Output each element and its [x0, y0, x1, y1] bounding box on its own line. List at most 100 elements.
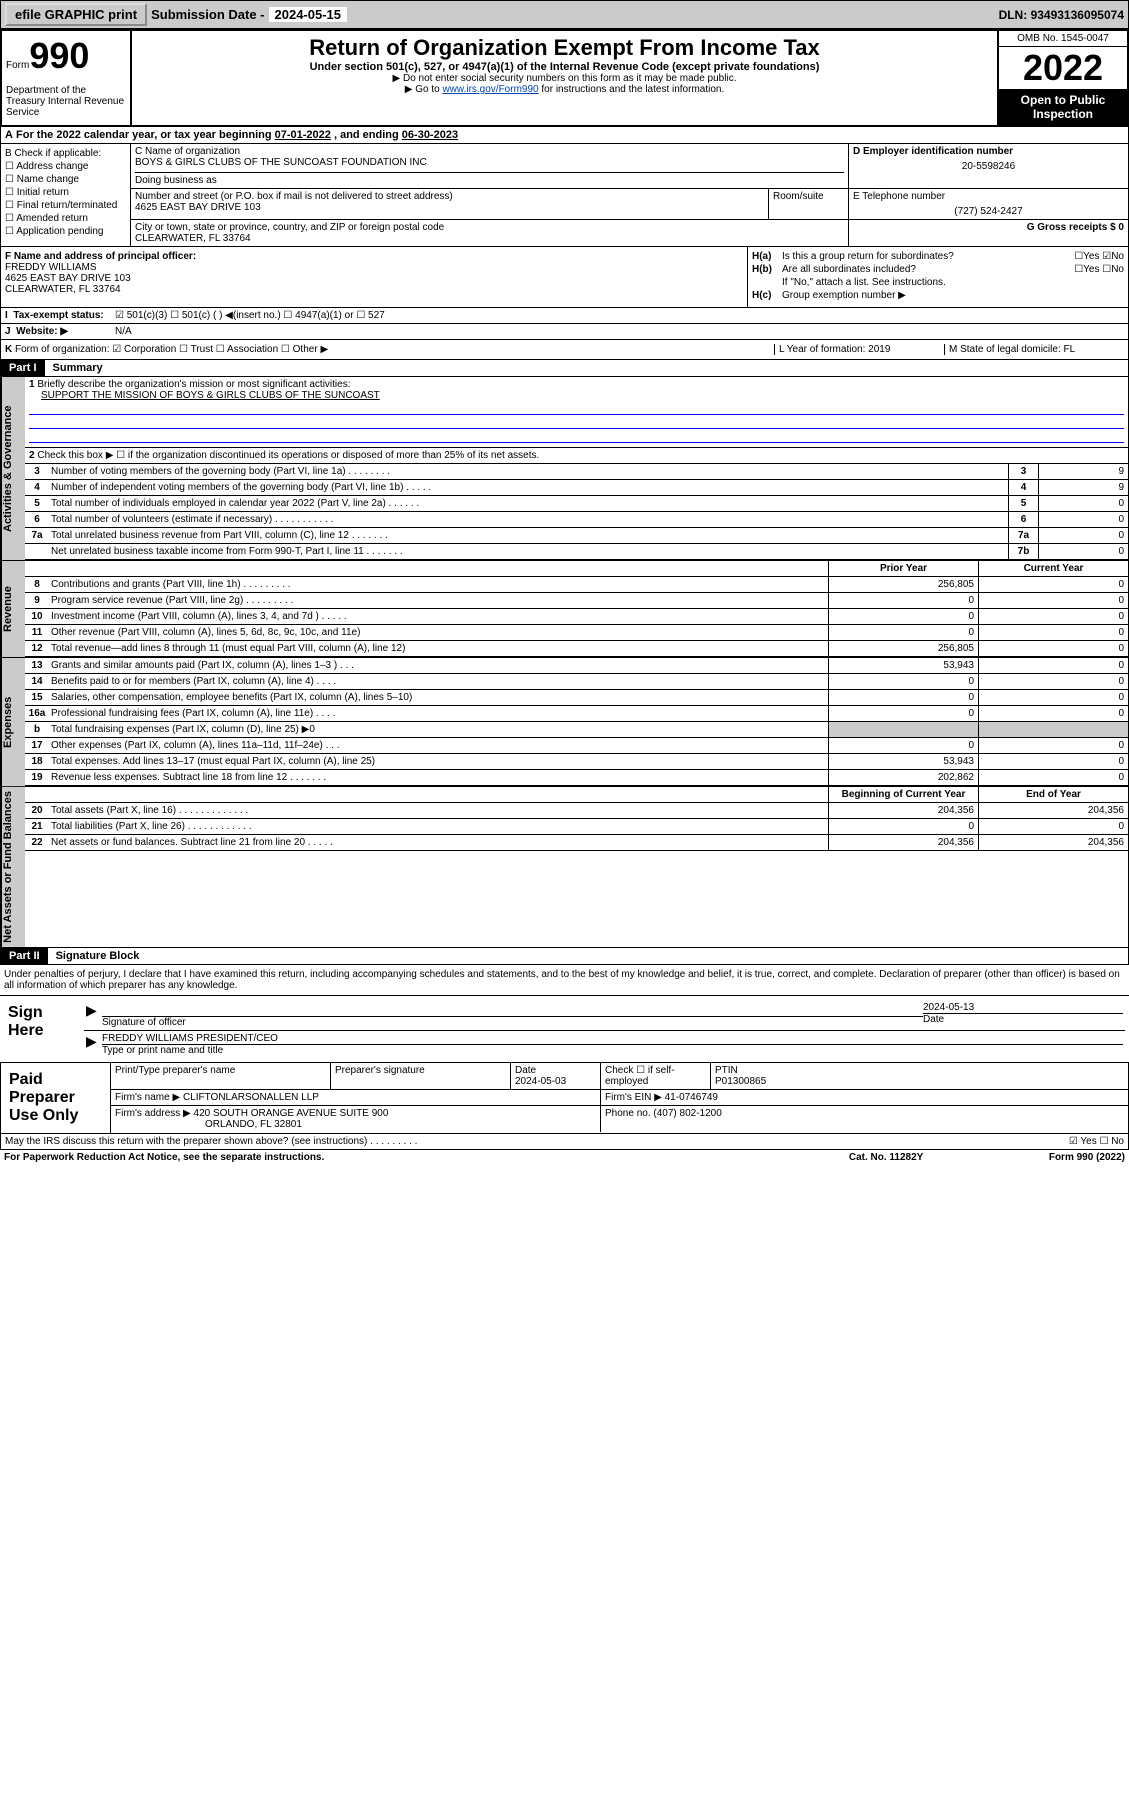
- may-text: May the IRS discuss this return with the…: [5, 1136, 1069, 1147]
- e-label: E Telephone number: [853, 191, 1124, 202]
- footer: For Paperwork Reduction Act Notice, see …: [0, 1150, 1129, 1165]
- form-number: 990: [29, 35, 89, 76]
- irs-link[interactable]: www.irs.gov/Form990: [442, 84, 538, 95]
- summary-line: 18Total expenses. Add lines 13–17 (must …: [25, 754, 1128, 770]
- summary-line: 8Contributions and grants (Part VIII, li…: [25, 577, 1128, 593]
- summary-line: 11Other revenue (Part VIII, column (A), …: [25, 625, 1128, 641]
- summary-line: 21Total liabilities (Part X, line 26) . …: [25, 819, 1128, 835]
- efile-button[interactable]: efile GRAPHIC print: [5, 3, 147, 26]
- hb-text: Are all subordinates included?: [782, 264, 1024, 275]
- b-item: ☐ Initial return: [5, 187, 126, 198]
- officer-addr2: CLEARWATER, FL 33764: [5, 284, 743, 295]
- summary-line: 3Number of voting members of the governi…: [25, 464, 1128, 480]
- b-item: ☐ Application pending: [5, 226, 126, 237]
- summary-line: 19Revenue less expenses. Subtract line 1…: [25, 770, 1128, 786]
- summary-line: 7aTotal unrelated business revenue from …: [25, 528, 1128, 544]
- b-label: B Check if applicable:: [5, 148, 126, 159]
- website: N/A: [115, 326, 1124, 337]
- ein-label: Firm's EIN ▶: [605, 1092, 662, 1103]
- col-b: B Check if applicable: ☐ Address change …: [1, 144, 131, 246]
- f-label: F Name and address of principal officer:: [5, 251, 743, 262]
- dept-label: Department of the Treasury Internal Reve…: [6, 85, 126, 118]
- d-label: D Employer identification number: [853, 146, 1124, 157]
- ha-answer: ☐Yes ☑No: [1024, 251, 1124, 262]
- date-label: Date: [923, 1013, 1123, 1025]
- b-item: ☐ Address change: [5, 161, 126, 172]
- row-a: A For the 2022 calendar year, or tax yea…: [0, 127, 1129, 144]
- preparer-label: Paid Preparer Use Only: [1, 1063, 111, 1133]
- mission-blank-line: [29, 417, 1124, 429]
- net-tab: Net Assets or Fund Balances: [1, 787, 25, 947]
- room-label: Room/suite: [768, 189, 848, 219]
- summary-line: 9Program service revenue (Part VIII, lin…: [25, 593, 1128, 609]
- firm-addr-label: Firm's address ▶: [115, 1108, 191, 1119]
- rev-tab: Revenue: [1, 561, 25, 657]
- summary-line: 22Net assets or fund balances. Subtract …: [25, 835, 1128, 851]
- firm-phone: (407) 802-1200: [653, 1108, 721, 1119]
- arrow-icon: ▶: [86, 1033, 102, 1056]
- sign-date: 2024-05-13: [923, 1002, 1123, 1013]
- prep-date: 2024-05-03: [515, 1076, 596, 1087]
- arrow-icon: ▶: [86, 1002, 102, 1028]
- inspection-label: Open to Public Inspection: [999, 89, 1127, 125]
- c-label: C Name of organization: [135, 146, 844, 157]
- prep-check: Check ☐ if self-employed: [601, 1063, 711, 1089]
- dba-label: Doing business as: [135, 172, 844, 186]
- year-formation: L Year of formation: 2019: [774, 344, 944, 355]
- city-label: City or town, state or province, country…: [135, 222, 844, 233]
- submission-label: Submission Date -: [151, 7, 264, 22]
- firm-name: CLIFTONLARSONALLEN LLP: [183, 1092, 319, 1103]
- sig-label: Signature of officer: [102, 1016, 923, 1028]
- submission-date: 2024-05-15: [269, 7, 348, 22]
- gross-receipts: G Gross receipts $ 0: [848, 220, 1128, 246]
- firm-label: Firm's name ▶: [115, 1092, 180, 1103]
- gov-tab: Activities & Governance: [1, 377, 25, 560]
- form-note2: ▶ Go to www.irs.gov/Form990 for instruct…: [140, 84, 989, 95]
- hb-note: If "No," attach a list. See instructions…: [782, 277, 1124, 288]
- b-item: ☐ Name change: [5, 174, 126, 185]
- hc-text: Group exemption number ▶: [782, 290, 1124, 301]
- block-f-h: F Name and address of principal officer:…: [0, 247, 1129, 308]
- firm-addr1: 420 SOUTH ORANGE AVENUE SUITE 900: [194, 1108, 389, 1119]
- sign-here-label: Sign Here: [0, 996, 80, 1062]
- summary-line: bTotal fundraising expenses (Part IX, co…: [25, 722, 1128, 738]
- mission-blank-line: [29, 431, 1124, 443]
- exp-block: Expenses 13Grants and similar amounts pa…: [0, 658, 1129, 787]
- ha-label: H(a): [752, 251, 782, 262]
- prep-name-header: Print/Type preparer's name: [111, 1063, 331, 1089]
- omb-number: OMB No. 1545-0047: [999, 31, 1127, 47]
- sign-block: Sign Here ▶ Signature of officer 2024-05…: [0, 996, 1129, 1063]
- part1-header: Part I Summary: [0, 360, 1129, 377]
- summary-line: 15Salaries, other compensation, employee…: [25, 690, 1128, 706]
- summary-line: 17Other expenses (Part IX, column (A), l…: [25, 738, 1128, 754]
- form-subtitle: Under section 501(c), 527, or 4947(a)(1)…: [140, 61, 989, 73]
- tax-year: 2022: [999, 47, 1127, 89]
- mission: SUPPORT THE MISSION OF BOYS & GIRLS CLUB…: [29, 390, 1124, 401]
- summary-line: Net unrelated business taxable income fr…: [25, 544, 1128, 560]
- row-j: J Website: ▶ N/A: [0, 324, 1129, 340]
- preparer-block: Paid Preparer Use Only Print/Type prepar…: [0, 1063, 1129, 1134]
- street-address: 4625 EAST BAY DRIVE 103: [135, 202, 764, 213]
- phone-label: Phone no.: [605, 1108, 651, 1119]
- dln: DLN: 93493136095074: [999, 8, 1124, 22]
- form-header: Form990 Department of the Treasury Inter…: [0, 29, 1129, 127]
- prep-date-header: Date: [515, 1065, 596, 1076]
- summary-line: 10Investment income (Part VIII, column (…: [25, 609, 1128, 625]
- firm-addr2: ORLANDO, FL 32801: [115, 1119, 596, 1130]
- summary-line: 5Total number of individuals employed in…: [25, 496, 1128, 512]
- form-of-org: K Form of organization: ☑ Corporation ☐ …: [5, 344, 774, 355]
- state-domicile: M State of legal domicile: FL: [944, 344, 1124, 355]
- net-block: Net Assets or Fund Balances Beginning of…: [0, 787, 1129, 948]
- footer-right: Form 990 (2022): [1049, 1152, 1125, 1163]
- rev-block: Revenue Prior Year Current Year 8Contrib…: [0, 561, 1129, 658]
- may-answer: ☑ Yes ☐ No: [1069, 1136, 1124, 1147]
- row-klm: K Form of organization: ☑ Corporation ☐ …: [0, 340, 1129, 360]
- line-2: 2 Check this box ▶ ☐ if the organization…: [25, 448, 1128, 464]
- name-label: Type or print name and title: [102, 1044, 1123, 1056]
- mission-blank-line: [29, 403, 1124, 415]
- summary-line: 14Benefits paid to or for members (Part …: [25, 674, 1128, 690]
- form-word: Form: [6, 60, 29, 71]
- summary-line: 12Total revenue—add lines 8 through 11 (…: [25, 641, 1128, 657]
- officer-addr1: 4625 EAST BAY DRIVE 103: [5, 273, 743, 284]
- tax-status: ☑ 501(c)(3) ☐ 501(c) ( ) ◀(insert no.) ☐…: [115, 310, 1124, 321]
